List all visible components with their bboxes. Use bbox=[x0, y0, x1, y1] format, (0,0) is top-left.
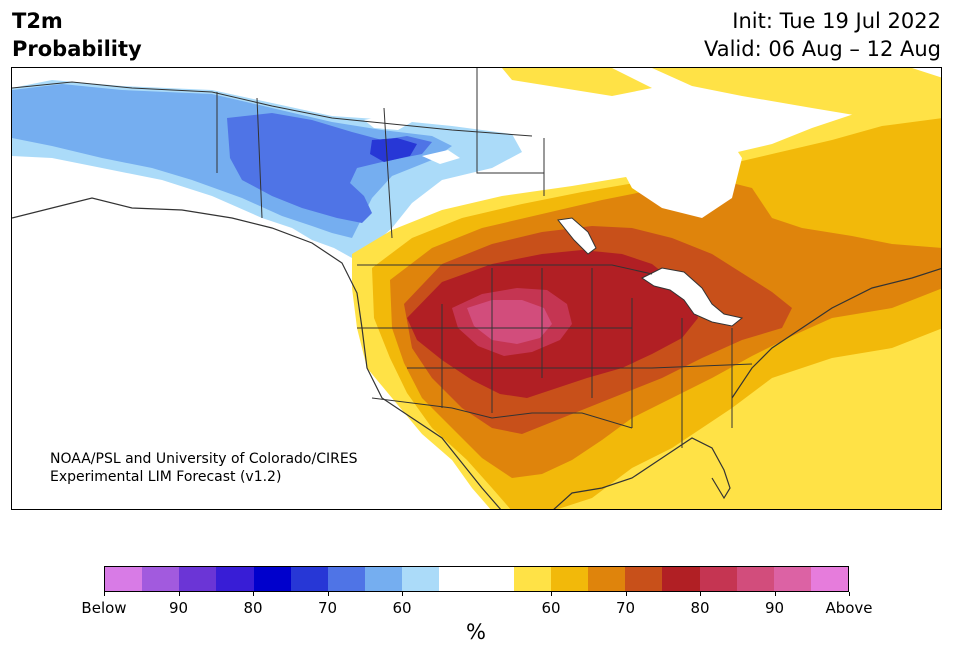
colorbar-swatch bbox=[513, 567, 551, 591]
colorbar-swatch bbox=[216, 567, 254, 591]
above-60-arctic bbox=[502, 68, 652, 96]
colorbar-tick-mark bbox=[774, 592, 776, 596]
colorbar-tick-label: 80 bbox=[690, 599, 710, 617]
colorbar-tick-label: Above bbox=[825, 599, 873, 617]
coastline bbox=[12, 197, 941, 509]
probability-map: NOAA/PSL and University of Colorado/CIRE… bbox=[11, 67, 942, 510]
map-canvas bbox=[12, 68, 941, 509]
colorbar-tick-label: 70 bbox=[317, 599, 338, 617]
colorbar-tick-mark bbox=[700, 592, 701, 596]
colorbar-tick-label: 90 bbox=[168, 599, 189, 617]
colorbar-swatch bbox=[736, 567, 774, 591]
colorbar-swatch bbox=[290, 567, 328, 591]
colorbar-swatch bbox=[625, 567, 663, 591]
variable-type: Probability bbox=[12, 37, 142, 61]
colorbar-tick-mark bbox=[849, 592, 850, 596]
colorbar-tick-mark bbox=[327, 592, 329, 596]
colorbar-swatch bbox=[810, 567, 849, 591]
colorbar-tick-mark bbox=[178, 592, 180, 596]
colorbar-swatch bbox=[550, 567, 589, 591]
colorbar-tick-mark bbox=[104, 592, 105, 596]
colorbar-swatch bbox=[699, 567, 737, 591]
colorbar-swatch bbox=[253, 567, 291, 591]
credit-line-2: Experimental LIM Forecast (v1.2) bbox=[50, 469, 282, 485]
init-date: Init: Tue 19 Jul 2022 bbox=[732, 9, 941, 33]
colorbar-swatch bbox=[662, 567, 700, 591]
colorbar-tick-mark bbox=[253, 592, 254, 596]
colorbar-swatch bbox=[439, 567, 477, 591]
colorbar-tick-label: 90 bbox=[764, 599, 785, 617]
above-highest-core bbox=[467, 300, 552, 344]
map-title: T2m Probability bbox=[12, 7, 142, 63]
colorbar-tick-label: 60 bbox=[541, 599, 561, 617]
colorbar-tick-label: Below bbox=[81, 599, 127, 617]
valid-range: Valid: 06 Aug – 12 Aug bbox=[703, 37, 941, 61]
variable-name: T2m bbox=[12, 9, 63, 33]
colorbar-swatch bbox=[365, 567, 403, 591]
colorbar-tick-mark bbox=[402, 592, 403, 596]
forecast-dates: Init: Tue 19 Jul 2022 Valid: 06 Aug – 12… bbox=[704, 7, 941, 63]
above-60-arctic-east bbox=[652, 68, 941, 128]
political-borders bbox=[12, 68, 753, 448]
credit-line-1: NOAA/PSL and University of Colorado/CIRE… bbox=[50, 451, 358, 467]
colorbar bbox=[104, 566, 849, 592]
hudson-bay bbox=[612, 116, 742, 218]
colorbar-tick-mark bbox=[551, 592, 552, 596]
great-slave-lakes bbox=[364, 114, 460, 164]
colorbar-tick-label: 60 bbox=[392, 599, 412, 617]
credit-text: NOAA/PSL and University of Colorado/CIRE… bbox=[50, 450, 358, 486]
colorbar-swatch bbox=[773, 567, 811, 591]
colorbar-swatch bbox=[142, 567, 180, 591]
colorbar-swatch bbox=[179, 567, 217, 591]
colorbar-tick-label: 80 bbox=[243, 599, 263, 617]
colorbar-swatch bbox=[327, 567, 366, 591]
lake-winnipeg bbox=[557, 217, 597, 255]
below-80-core bbox=[370, 138, 417, 162]
colorbar-swatch bbox=[476, 567, 514, 591]
colorbar-unit: % bbox=[466, 620, 486, 644]
colorbar-tick-mark bbox=[625, 592, 627, 596]
colorbar-swatch bbox=[402, 567, 440, 591]
colorbar-swatch bbox=[588, 567, 626, 591]
colorbar-swatch bbox=[105, 567, 143, 591]
colorbar-tick-label: 70 bbox=[615, 599, 636, 617]
great-lakes bbox=[641, 267, 744, 327]
